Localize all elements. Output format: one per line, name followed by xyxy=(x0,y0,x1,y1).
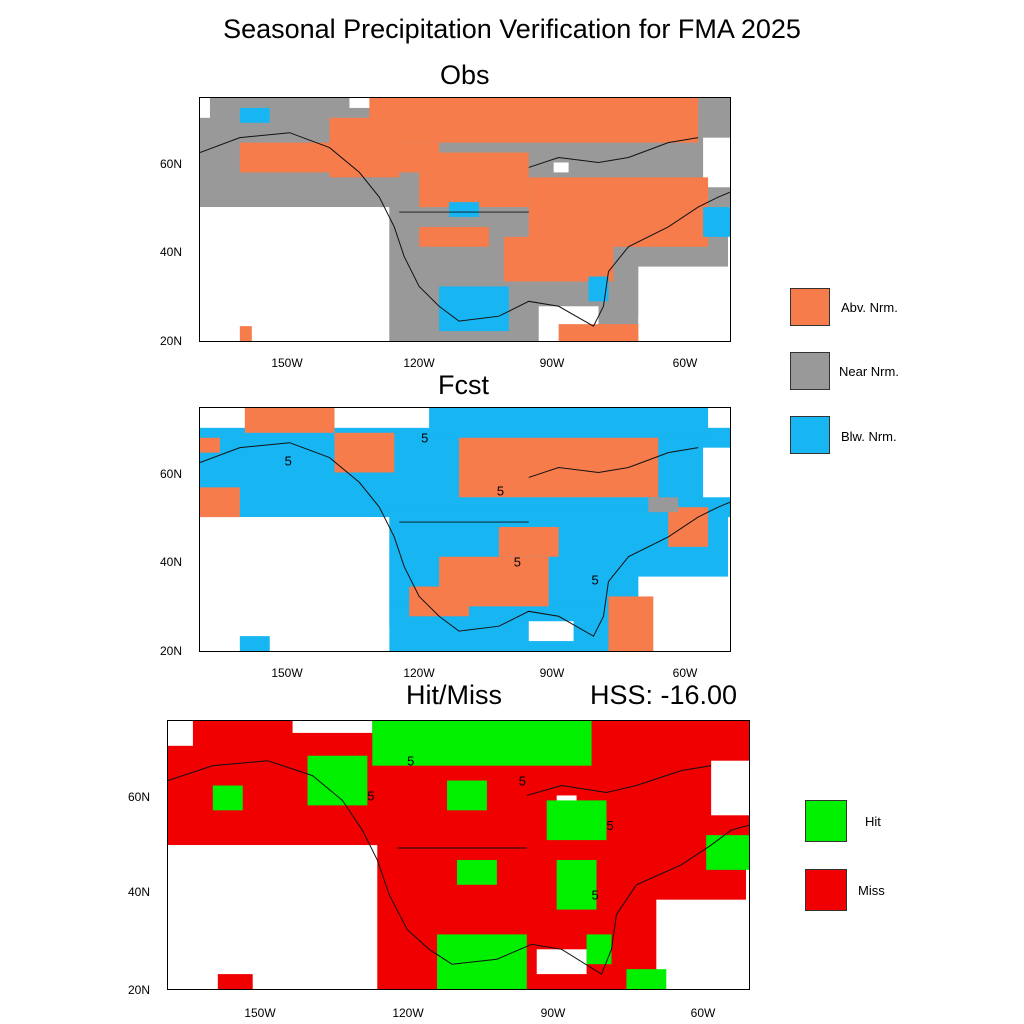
obs-above-normal-region xyxy=(419,226,489,247)
obs-below-normal-region xyxy=(439,286,509,332)
hitmiss-contour-label: 5 xyxy=(606,818,613,833)
hitmiss-coastline xyxy=(526,765,712,796)
obs-below-normal-region xyxy=(449,202,479,218)
fcst-below-normal-region xyxy=(239,636,270,651)
hitmiss-contour-label: 5 xyxy=(519,774,526,789)
fcst-above-normal-region xyxy=(668,507,709,547)
hitmiss-map: 5 5 5 5 5 xyxy=(167,720,750,990)
fcst-lat-label: 60N xyxy=(159,467,182,481)
hitmiss-contour-label: 5 xyxy=(592,888,599,903)
hitmiss-lat-label: 60N xyxy=(127,790,150,804)
fcst-lon-label: 150W xyxy=(271,666,303,680)
hitmiss-hit-region xyxy=(307,755,368,806)
obs-lon-label: 90W xyxy=(539,356,565,370)
hitmiss-hit-region xyxy=(556,859,597,910)
hitmiss-contour-label: 5 xyxy=(407,754,414,769)
hitmiss-lat-label: 20N xyxy=(127,983,150,997)
legend-swatch-above xyxy=(790,288,830,326)
hitmiss-hit-region xyxy=(626,969,667,989)
obs-above-normal-region xyxy=(329,117,400,178)
fcst-above-normal-region xyxy=(409,586,469,617)
obs-below-normal-region xyxy=(239,107,270,123)
fcst-above-normal-region xyxy=(200,437,220,453)
legend-label-near: Near Nrm. xyxy=(839,364,899,379)
hitmiss-lon-label: 120W xyxy=(392,1006,424,1020)
obs-coastline xyxy=(528,137,699,168)
obs-above-normal-region xyxy=(503,236,614,282)
fcst-above-normal-region xyxy=(200,487,240,518)
obs-lat-label: 40N xyxy=(159,245,182,259)
hitmiss-coastline xyxy=(168,760,749,975)
legend-label-below: Blw. Nrm. xyxy=(841,429,897,444)
fcst-above-normal-region xyxy=(244,408,335,433)
hitmiss-hit-region xyxy=(372,721,592,766)
fcst-map: 5 5 5 5 5 xyxy=(199,407,731,652)
hitmiss-lat-label: 40N xyxy=(127,885,150,899)
fcst-lon-label: 90W xyxy=(539,666,565,680)
fcst-contour-label: 5 xyxy=(421,431,428,446)
hitmiss-lon-label: 60W xyxy=(690,1006,716,1020)
legend-label-hit: Hit xyxy=(865,814,881,829)
obs-above-normal-region xyxy=(419,152,529,208)
fcst-lat-label: 40N xyxy=(159,555,182,569)
obs-below-normal-region xyxy=(703,207,730,237)
hitmiss-hit-region xyxy=(706,835,749,870)
fcst-near-normal-region xyxy=(648,497,679,513)
obs-below-normal-region xyxy=(588,276,609,302)
hitmiss-miss-region xyxy=(217,974,253,989)
fcst-contour-label: 5 xyxy=(514,555,521,570)
fcst-contour-label: 5 xyxy=(285,454,292,469)
legend-label-above: Abv. Nrm. xyxy=(841,300,898,315)
hitmiss-hit-region xyxy=(437,934,527,989)
legend-swatch-hit xyxy=(805,800,847,842)
hitmiss-hit-region xyxy=(447,780,487,811)
obs-lon-label: 120W xyxy=(403,356,435,370)
fcst-contour-label: 5 xyxy=(497,483,504,498)
hitmiss-hit-region xyxy=(457,859,497,885)
obs-map xyxy=(199,97,731,342)
hitmiss-hit-region xyxy=(212,785,243,811)
obs-lat-label: 20N xyxy=(159,334,182,348)
obs-lon-label: 150W xyxy=(271,356,303,370)
obs-above-normal-region xyxy=(558,324,639,341)
fcst-lat-label: 20N xyxy=(159,644,182,658)
fcst-contour-label: 5 xyxy=(592,573,599,588)
obs-above-normal-region xyxy=(528,177,709,247)
legend-swatch-miss xyxy=(805,869,847,911)
obs-coastline xyxy=(200,132,730,327)
fcst-above-normal-region xyxy=(608,596,654,651)
legend-swatch-below xyxy=(790,416,830,454)
hitmiss-panel-title: Hit/Miss xyxy=(406,680,502,710)
hitmiss-hit-region xyxy=(546,800,607,841)
fcst-lon-label: 60W xyxy=(672,666,698,680)
fcst-above-normal-region xyxy=(334,432,395,473)
legend-label-miss: Miss xyxy=(858,883,885,898)
fcst-below-normal-region xyxy=(429,408,709,438)
obs-lat-label: 60N xyxy=(159,157,182,171)
hss-score: HSS: -16.00 xyxy=(590,680,738,710)
fcst-coastline xyxy=(528,447,699,478)
main-title: Seasonal Precipitation Verification for … xyxy=(223,14,801,44)
hitmiss-lon-label: 90W xyxy=(540,1006,566,1020)
fcst-panel-title: Fcst xyxy=(438,370,489,400)
obs-panel-title: Obs xyxy=(440,60,490,90)
hitmiss-lon-label: 150W xyxy=(244,1006,276,1020)
obs-lon-label: 60W xyxy=(672,356,698,370)
obs-above-normal-region xyxy=(369,98,699,143)
legend-swatch-near xyxy=(790,352,830,390)
fcst-lon-label: 120W xyxy=(403,666,435,680)
hitmiss-contour-label: 5 xyxy=(367,788,374,803)
obs-above-normal-region xyxy=(239,326,252,341)
fcst-coastline xyxy=(200,442,730,637)
fcst-above-normal-region xyxy=(498,527,559,557)
